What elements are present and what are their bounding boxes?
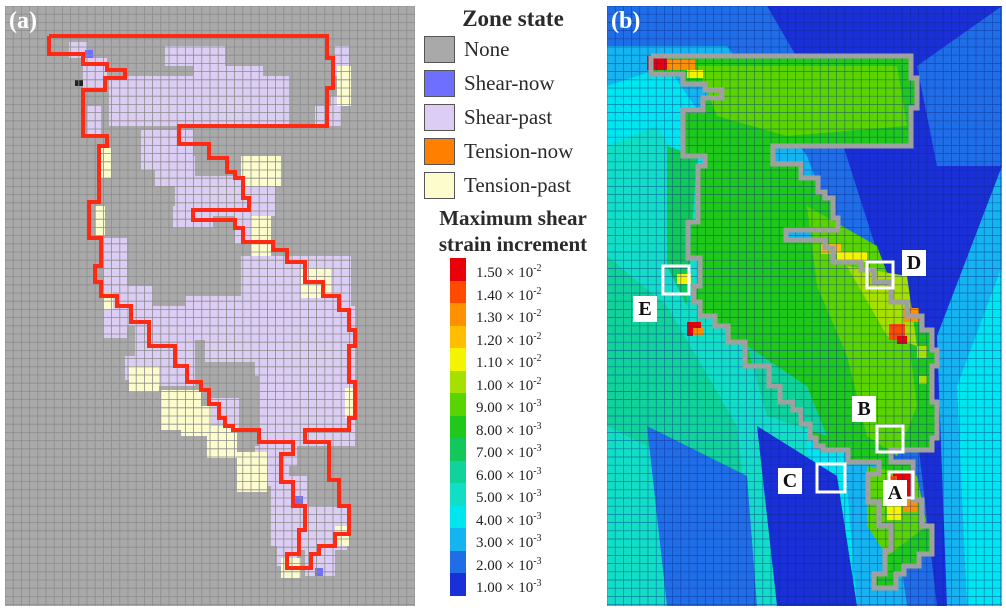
panel-a-zone-state-map: (a) [5,6,415,606]
strain-scale-swatch [450,438,466,461]
zone-swatch-shear-past [424,104,455,131]
tension-past-zone [181,406,211,436]
strain-scale-label: 9.00 × 10-3 [476,398,542,416]
strain-scale-label: 8.00 × 10-3 [476,420,542,439]
mesh-grid-b [607,6,1002,606]
strain-scale-swatch [450,348,466,371]
failure-boundary-b [648,53,940,591]
strain-contour-band [647,426,757,606]
failure-boundary-a [47,34,357,570]
shear-past-zone [255,306,355,376]
strain-scale-label: 1.30 × 10-2 [476,308,542,326]
strain-scale-swatch [450,483,466,506]
shear-now-zone [85,50,93,58]
shear-past-zone [205,326,255,362]
zone-swatch-tension-past [424,172,455,199]
point-label-c: C [778,468,802,494]
strain-hotspot [677,274,691,284]
strain-scale-label: 4.00 × 10-3 [476,510,542,529]
strain-legend-title-line2: strain increment [438,232,588,256]
strain-scale-label: 6.00 × 10-3 [476,465,542,484]
strain-scale-swatch [450,303,466,326]
strain-scale-swatch [450,325,466,349]
shear-past-zone [193,66,263,96]
strain-scale-label: 7.00 × 10-3 [476,443,542,461]
panel-b-svg [607,6,1002,606]
strain-scale-label: 1.20 × 10-2 [476,330,542,349]
zone-label-shear-past: Shear-past [464,105,553,129]
zone-swatch-none [424,36,455,63]
strain-contour-band [697,66,907,136]
point-label-a: A [883,480,907,506]
strain-scale-label: 3.00 × 10-3 [476,533,542,551]
monitor-box-c [815,462,847,494]
strain-scale-swatch [450,370,466,394]
strain-scale-swatch [450,573,466,596]
strain-hotspot [693,328,703,336]
strain-legend-title-line1: Maximum shear [439,206,587,230]
shear-now-zone [295,496,303,504]
shear-past-zone [331,96,341,126]
strain-scale-label: 1.50 × 10-2 [476,263,542,281]
panel-b-label: (b) [611,8,641,34]
zone-legend-title: Zone state [462,6,564,31]
tension-past-zone [95,206,105,236]
panel-a-svg [5,6,415,606]
tension-past-zone [101,148,111,178]
strain-scale-label: 1.40 × 10-2 [476,285,542,304]
tension-past-zone [237,452,267,492]
zone-label-tension-past: Tension-past [464,173,572,197]
strain-scale-label: 1.10 × 10-2 [476,353,542,371]
zone-label-none: None [464,37,510,61]
point-label-d: D [902,250,926,276]
strain-scale-label: 2.00 × 10-3 [476,555,542,574]
monitor-box-b [875,424,905,454]
strain-hotspot [917,346,927,358]
panel-b-strain-map: (b) A B C D E [607,6,1002,606]
strain-hotspot [837,252,867,262]
strain-scale-label: 5.00 × 10-3 [476,488,542,506]
tension-past-zone [345,388,355,418]
strain-scale-swatch [450,415,466,439]
strain-scale-swatch [450,505,466,529]
monitor-box-d [865,260,895,290]
zone-label-tension-now: Tension-now [464,139,574,163]
strain-scale-swatch [450,258,466,281]
panel-a-label: (a) [9,8,37,34]
tension-past-zone [241,156,281,186]
legend-column: Zone state None Shear-now Shear-past Ten… [420,0,606,611]
strain-scale-swatch [450,393,466,416]
strain-hotspot [919,376,927,384]
strain-scale-label: 1.00 × 10-2 [476,375,542,394]
strain-scale-swatch [450,460,466,484]
point-label-e: E [633,296,657,322]
strain-scale-swatch [450,280,466,304]
strain-scale-swatch [450,550,466,574]
zone-swatch-shear-now [424,70,455,97]
zone-label-shear-now: Shear-now [464,71,555,95]
strain-scale-label: 1.00 × 10-3 [476,578,542,596]
zone-swatch-tension-now [424,138,455,165]
strain-hotspot [687,70,703,78]
monitor-box-e [661,264,691,296]
strain-contour-band [957,266,1002,606]
point-label-b: B [852,396,876,422]
slide-mass-strain-zone [651,56,937,588]
strain-scale-swatch [450,528,466,551]
